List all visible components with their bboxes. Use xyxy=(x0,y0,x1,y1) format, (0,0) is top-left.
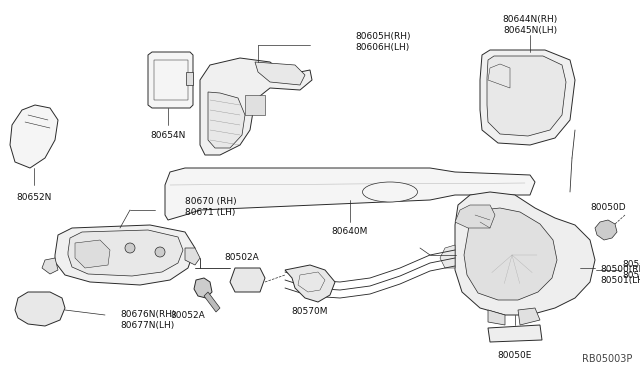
Polygon shape xyxy=(255,62,305,85)
Polygon shape xyxy=(230,268,265,292)
Text: 80050E: 80050E xyxy=(498,350,532,359)
Polygon shape xyxy=(42,258,58,274)
Polygon shape xyxy=(518,308,540,325)
Circle shape xyxy=(155,247,165,257)
Polygon shape xyxy=(75,240,110,268)
Polygon shape xyxy=(148,52,193,108)
Polygon shape xyxy=(480,50,575,145)
Polygon shape xyxy=(208,92,245,148)
Text: 80654N: 80654N xyxy=(150,131,186,140)
Polygon shape xyxy=(10,105,58,168)
Polygon shape xyxy=(488,325,542,342)
Polygon shape xyxy=(186,72,193,85)
Text: 80502A: 80502A xyxy=(225,253,259,263)
Text: 80640M: 80640M xyxy=(332,228,368,237)
Polygon shape xyxy=(15,292,65,326)
Polygon shape xyxy=(487,56,566,136)
Text: 80050D: 80050D xyxy=(590,203,626,212)
Text: 80570M: 80570M xyxy=(292,308,328,317)
Polygon shape xyxy=(455,205,495,228)
Polygon shape xyxy=(245,95,265,115)
Polygon shape xyxy=(68,230,183,276)
Polygon shape xyxy=(55,225,195,285)
Polygon shape xyxy=(455,192,595,315)
Polygon shape xyxy=(595,220,617,240)
Text: 80676N(RH)
80677N(LH): 80676N(RH) 80677N(LH) xyxy=(120,310,175,330)
Polygon shape xyxy=(204,292,220,312)
Polygon shape xyxy=(165,168,535,220)
Circle shape xyxy=(125,243,135,253)
Text: 80652N: 80652N xyxy=(16,193,52,202)
Text: 80500(RH)
80501(LH): 80500(RH) 80501(LH) xyxy=(600,265,640,285)
Polygon shape xyxy=(464,208,557,300)
Polygon shape xyxy=(440,245,455,268)
Text: 80670 (RH)
80671 (LH): 80670 (RH) 80671 (LH) xyxy=(185,197,237,217)
Text: 80644N(RH)
80645N(LH): 80644N(RH) 80645N(LH) xyxy=(502,15,557,35)
Ellipse shape xyxy=(362,182,417,202)
Polygon shape xyxy=(285,265,335,302)
Text: 80500(RH)
80501(LH): 80500(RH) 80501(LH) xyxy=(622,260,640,280)
Polygon shape xyxy=(185,248,200,265)
Polygon shape xyxy=(488,310,505,325)
Polygon shape xyxy=(194,278,212,298)
Text: 80605H(RH)
80606H(LH): 80605H(RH) 80606H(LH) xyxy=(355,32,410,52)
Text: 80052A: 80052A xyxy=(171,311,205,320)
Text: RB05003P: RB05003P xyxy=(582,354,632,364)
Polygon shape xyxy=(200,58,312,155)
